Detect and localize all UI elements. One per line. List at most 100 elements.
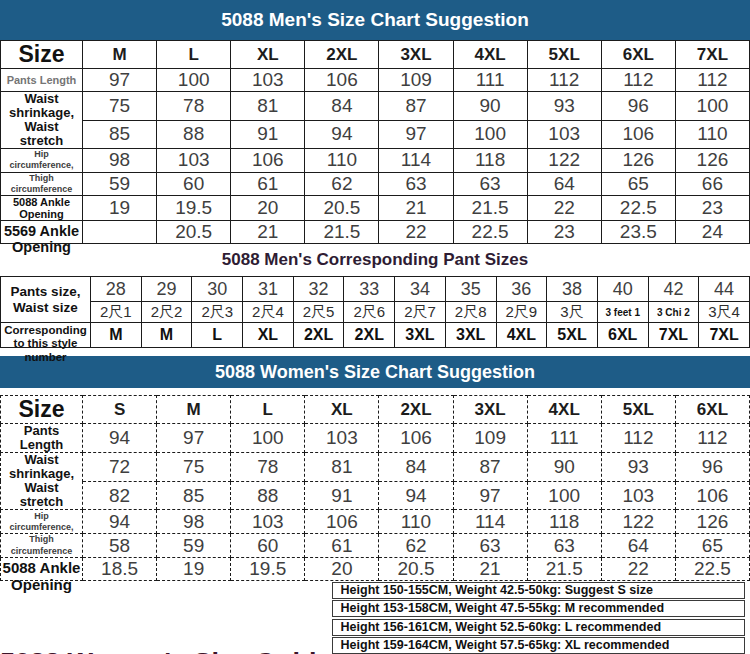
waist-size-cell: 2尺7 xyxy=(395,302,446,323)
hip-cell: 110 xyxy=(305,149,379,173)
style-size-cell: XL xyxy=(243,323,294,348)
mens-row-pants-length: Pants Length 97100103106109111112112112 xyxy=(1,69,750,92)
size-header-cell: XL xyxy=(305,396,379,424)
pants-size-cell: 35 xyxy=(445,277,496,302)
ankle-5569-cell xyxy=(83,221,157,244)
pants-length-cell: 112 xyxy=(601,69,675,92)
style-size-cell: M xyxy=(141,323,192,348)
pants-size-cell: 30 xyxy=(192,277,243,302)
waist-size-cell: 2尺3 xyxy=(192,302,243,323)
thigh-cell: 61 xyxy=(231,172,305,196)
waist-stretch-cell: 91 xyxy=(305,481,379,510)
hip-cell: 106 xyxy=(231,149,305,173)
pants-length-cell: 97 xyxy=(83,69,157,92)
waist-shrink-cell: 96 xyxy=(601,92,675,121)
ankle-5088-cell: 20.5 xyxy=(305,196,379,221)
size-corner-label: Size xyxy=(1,41,83,69)
corresponding-sizes-table: Pants size, Waist size 28293031323334353… xyxy=(0,276,750,348)
ankle-5088-label: 5088 Ankle Opening xyxy=(1,557,83,580)
thigh-cell: 64 xyxy=(527,172,601,196)
hip-label: Hip circumference, xyxy=(1,510,83,534)
size-header-cell: 3XL xyxy=(379,41,453,69)
womens-size-guide-section: 5088 Women's Size Guide Height 150-155CM… xyxy=(0,581,750,654)
size-header-cell: XL xyxy=(231,41,305,69)
ankle-5569-cell: 22 xyxy=(379,221,453,244)
pants-length-cell: 111 xyxy=(527,424,601,453)
ankle-5088-cell: 18.5 xyxy=(83,557,157,580)
thigh-cell: 61 xyxy=(305,534,379,558)
pants-length-cell: 112 xyxy=(601,424,675,453)
pants-size-cell: 28 xyxy=(91,277,142,302)
corresponding-sizes-title: 5088 Men's Corresponding Pant Sizes xyxy=(0,244,750,276)
waist-size-cell: 2尺5 xyxy=(293,302,344,323)
waist-shrink-cell: 93 xyxy=(527,92,601,121)
pants-length-cell: 106 xyxy=(379,424,453,453)
waist-size-cell: 3 feet 1 xyxy=(597,302,648,323)
corr-row-waist-size: 2尺12尺22尺32尺42尺52尺62尺72尺82尺93尺3 feet 13 C… xyxy=(1,302,750,323)
waist-stretch-cell: 85 xyxy=(83,120,157,149)
womens-row-ankle-5088: 5088 Ankle Opening 18.51919.52020.52121.… xyxy=(1,557,750,580)
waist-stretch-cell: 97 xyxy=(453,481,527,510)
waist-shrink-cell: 81 xyxy=(305,453,379,482)
waist-shrink-cell: 78 xyxy=(231,453,305,482)
waist-stretch-cell: 97 xyxy=(379,120,453,149)
size-guide-row: Height 153-158CM, Weight 47.5-55kg: M re… xyxy=(332,600,745,617)
ankle-5569-cell: 22.5 xyxy=(453,221,527,244)
womens-size-table: Size SMLXL2XL3XL4XL5XL6XL Pants Length 9… xyxy=(0,395,750,581)
waist-shrink-cell: 93 xyxy=(601,453,675,482)
ankle-5569-cell: 21 xyxy=(231,221,305,244)
hip-cell: 106 xyxy=(305,510,379,534)
ankle-5569-cell: 23.5 xyxy=(601,221,675,244)
womens-row-waist-stretch: 828588919497100103106 xyxy=(1,481,750,510)
hip-cell: 126 xyxy=(675,149,749,173)
waist-size-cell: 2尺8 xyxy=(445,302,496,323)
womens-row-waist-shrink: Waist shrinkage, Waist stretch 727578818… xyxy=(1,453,750,482)
womens-size-guide-list: Height 150-155CM, Weight 42.5-50kg: Sugg… xyxy=(332,581,745,654)
mens-row-waist-stretch: 8588919497100103106110 xyxy=(1,120,750,149)
mens-row-ankle-5088: 5088 Ankle Opening 1919.52020.52121.5222… xyxy=(1,196,750,221)
hip-cell: 110 xyxy=(379,510,453,534)
ankle-5088-cell: 20 xyxy=(305,557,379,580)
size-corner-label: Size xyxy=(1,396,83,424)
pants-length-cell: 109 xyxy=(453,424,527,453)
waist-stretch-cell: 100 xyxy=(527,481,601,510)
ankle-5569-cell: 24 xyxy=(675,221,749,244)
hip-cell: 98 xyxy=(83,149,157,173)
pants-length-cell: 106 xyxy=(305,69,379,92)
mens-size-header-row: Size MLXL2XL3XL4XL5XL6XL7XL xyxy=(1,41,750,69)
ankle-5569-cell: 21.5 xyxy=(305,221,379,244)
mens-size-table: Size MLXL2XL3XL4XL5XL6XL7XL Pants Length… xyxy=(0,40,750,244)
corresponding-style-label-text: Corresponding to this style number xyxy=(1,324,90,347)
size-header-cell: M xyxy=(157,396,231,424)
ankle-5088-cell: 19 xyxy=(157,557,231,580)
thigh-cell: 62 xyxy=(305,172,379,196)
style-size-cell: 7XL xyxy=(648,323,699,348)
ankle-5088-cell: 21.5 xyxy=(453,196,527,221)
waist-size-cell: 2尺9 xyxy=(496,302,547,323)
pants-waist-size-label: Pants size, Waist size xyxy=(1,277,91,323)
size-header-cell: 3XL xyxy=(453,396,527,424)
pants-length-cell: 94 xyxy=(83,424,157,453)
style-size-cell: 3XL xyxy=(445,323,496,348)
ankle-5088-cell: 21 xyxy=(453,557,527,580)
thigh-cell: 63 xyxy=(379,172,453,196)
ankle-5569-cell: 23 xyxy=(527,221,601,244)
pants-size-cell: 38 xyxy=(547,277,598,302)
pants-length-cell: 111 xyxy=(453,69,527,92)
size-header-cell: M xyxy=(83,41,157,69)
pants-length-label: Pants Length xyxy=(1,69,83,92)
hip-cell: 98 xyxy=(157,510,231,534)
thigh-cell: 63 xyxy=(453,534,527,558)
waist-stretch-cell: 106 xyxy=(601,120,675,149)
waist-stretch-cell: 88 xyxy=(231,481,305,510)
hip-cell: 103 xyxy=(231,510,305,534)
waist-shrink-cell: 96 xyxy=(675,453,749,482)
waist-size-cell: 3尺 xyxy=(547,302,598,323)
pants-size-cell: 29 xyxy=(141,277,192,302)
pants-length-label: Pants Length xyxy=(1,424,83,453)
waist-size-cell: 3 Chi 2 xyxy=(648,302,699,323)
womens-size-guide-title: 5088 Women's Size Guide xyxy=(0,589,332,654)
womens-chart-header: 5088 Women's Size Chart Suggestion xyxy=(0,356,750,388)
waist-stretch-cell: 100 xyxy=(453,120,527,149)
pants-size-cell: 44 xyxy=(699,277,750,302)
